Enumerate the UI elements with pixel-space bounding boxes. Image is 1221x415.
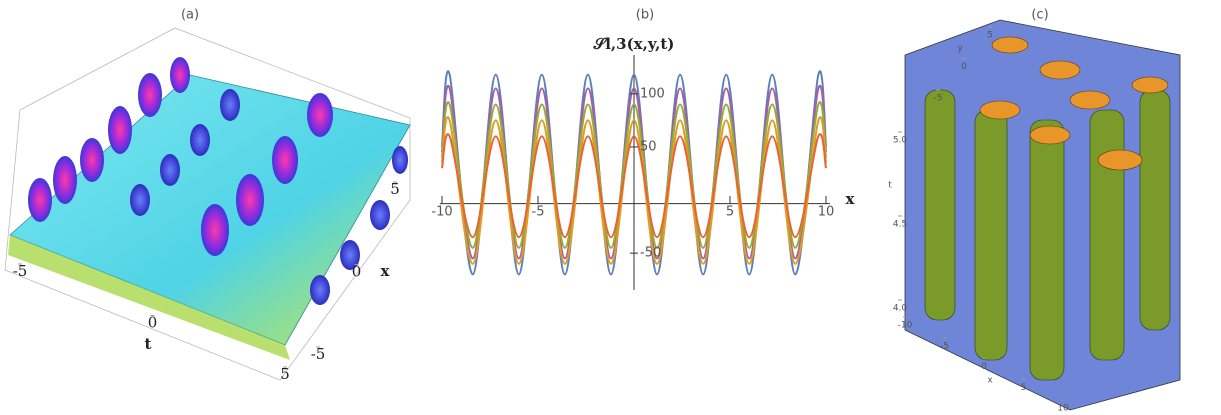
tick-label: 10 bbox=[1057, 404, 1069, 414]
figure: (a)-505t-505x(b)-10-5510-5050100x𝒮l,3(x,… bbox=[0, 0, 1221, 415]
surface-a bbox=[5, 28, 410, 380]
panel-title: (c) bbox=[1031, 8, 1048, 23]
tick-label: 0 bbox=[148, 314, 158, 332]
surface-c bbox=[905, 20, 1180, 410]
tick-label: 5 bbox=[987, 31, 993, 41]
x-tick-label: -5 bbox=[532, 205, 545, 220]
x-axis-label: x bbox=[846, 190, 856, 208]
y-tick-label: 100 bbox=[640, 86, 665, 101]
axis-label: y bbox=[957, 44, 963, 54]
tick-label: -5 bbox=[13, 262, 28, 280]
x-tick-label: -10 bbox=[431, 205, 452, 220]
tick-label: -5 bbox=[311, 345, 326, 363]
tick-label: 0 bbox=[981, 362, 987, 372]
tick-label: -5 bbox=[934, 94, 943, 104]
panel-title: (a) bbox=[181, 8, 199, 23]
tick-label: 4.0 bbox=[893, 304, 908, 314]
tick-label: 0 bbox=[961, 62, 967, 72]
page: (a)-505t-505x(b)-10-5510-5050100x𝒮l,3(x,… bbox=[0, 0, 1221, 415]
x-tick-label: 10 bbox=[818, 205, 835, 220]
axis-label: t bbox=[888, 181, 892, 191]
y-tick-label: -50 bbox=[640, 246, 661, 261]
axis-label: t bbox=[145, 335, 152, 353]
axis-label: x bbox=[381, 262, 391, 280]
panel-title: (b) bbox=[636, 8, 654, 23]
tick-label: 5 bbox=[1021, 383, 1027, 393]
tick-label: -5 bbox=[940, 341, 949, 351]
tick-label: 5 bbox=[390, 180, 400, 198]
axis-label: x bbox=[987, 376, 993, 386]
tick-label: 5 bbox=[280, 365, 290, 383]
y-tick-label: 50 bbox=[640, 139, 657, 154]
tick-label: 0 bbox=[352, 263, 362, 281]
y-axis-label: 𝒮l,3(x,y,t) bbox=[593, 35, 675, 53]
tick-label: -10 bbox=[898, 321, 913, 331]
tick-label: 4.5 bbox=[893, 220, 907, 230]
tick-label: 5.0 bbox=[893, 136, 908, 146]
x-tick-label: 5 bbox=[726, 205, 734, 220]
